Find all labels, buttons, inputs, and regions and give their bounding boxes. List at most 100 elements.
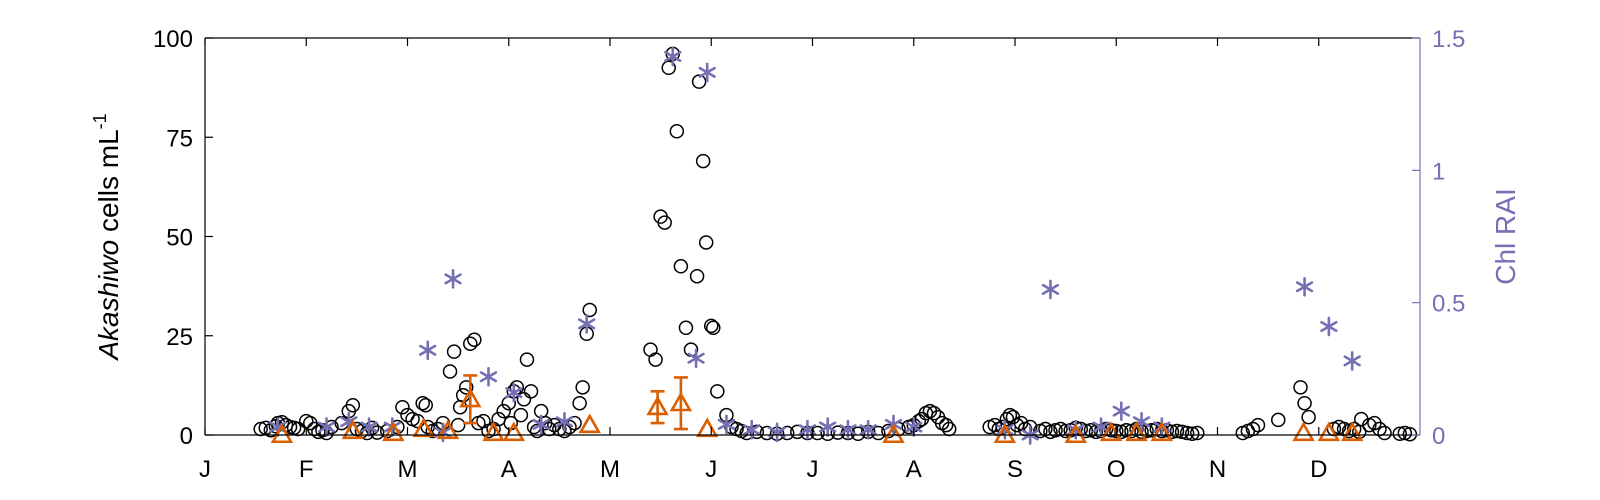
y2-tick-label: 1.5: [1432, 26, 1465, 53]
data-point-circle: [648, 352, 663, 367]
data-point-asterisk: [1041, 279, 1060, 300]
data-point-circle: [1048, 422, 1063, 438]
data-point-circle: [467, 332, 482, 347]
x-tick-label: N: [1209, 456, 1226, 483]
data-point-circle: [938, 417, 954, 433]
asterisk-stroke: [317, 421, 336, 433]
asterisk-stroke: [1041, 283, 1060, 295]
data-point-circle: [1179, 425, 1195, 441]
asterisk-stroke: [1295, 281, 1314, 293]
data-point-triangle: [1340, 421, 1364, 442]
data-point-triangle: [882, 423, 905, 444]
data-point-circle: [496, 403, 511, 419]
y2-tick-label: 0.5: [1432, 291, 1465, 318]
x-tick-label: S: [1007, 456, 1023, 483]
asterisk-stroke: [444, 273, 462, 285]
data-point-circle: [661, 60, 676, 76]
data-point-circle: [582, 302, 597, 318]
data-point-asterisk: [1112, 401, 1130, 421]
y-axis-title-unit: cells mL: [93, 129, 124, 239]
data-point-asterisk: [1320, 316, 1338, 337]
data-point-asterisk: [717, 414, 736, 435]
data-point-circle: [698, 235, 714, 250]
data-point-circle: [513, 407, 529, 423]
data-point-asterisk: [687, 348, 705, 369]
x-tick-label: J: [807, 456, 819, 483]
data-point-asterisk: [555, 411, 574, 432]
data-point-circle: [458, 380, 474, 395]
data-point-circle: [442, 364, 458, 379]
data-point-triangle: [482, 421, 505, 442]
data-point-circle: [1271, 412, 1286, 428]
y-tick-label: 0: [180, 423, 193, 450]
data-point-circle: [706, 320, 721, 336]
asterisk-stroke: [698, 66, 716, 78]
asterisk-stroke: [419, 344, 437, 356]
y2-tick-label: 0: [1432, 423, 1445, 450]
data-point-asterisk: [1092, 417, 1110, 437]
data-point-circle: [1301, 409, 1316, 425]
data-point-circle: [669, 124, 685, 139]
data-point-circle: [1002, 407, 1018, 423]
data-point-circle: [691, 74, 707, 89]
asterisk-stroke: [1153, 421, 1171, 433]
x-tick-label: J: [705, 456, 717, 483]
data-point-asterisk: [1153, 417, 1171, 437]
x-tick-label: D: [1310, 456, 1327, 483]
data-point-circle: [695, 153, 711, 169]
data-point-circle: [1293, 380, 1308, 395]
data-point-asterisk: [317, 417, 336, 437]
data-point-asterisk: [532, 414, 550, 435]
asterisk-stroke: [1092, 421, 1110, 433]
data-point-asterisk: [698, 62, 716, 83]
x-tick-label: A: [906, 456, 922, 483]
error-bar: [463, 374, 478, 425]
data-point-triangle: [436, 419, 460, 440]
data-point-asterisk: [1295, 276, 1314, 297]
asterisk-stroke: [505, 387, 523, 399]
asterisk-stroke: [664, 50, 682, 63]
data-point-circle: [1174, 424, 1190, 440]
asterisk-stroke: [360, 421, 378, 433]
data-point-triangle: [1317, 421, 1341, 442]
asterisk-stroke: [1343, 355, 1361, 367]
asterisk-stroke: [1112, 405, 1130, 417]
data-marks: [253, 46, 1418, 445]
data-point-circle: [1250, 417, 1266, 433]
data-point-circle: [1392, 426, 1407, 442]
data-point-circle: [1184, 426, 1200, 442]
data-point-asterisk: [1343, 351, 1361, 371]
data-point-asterisk: [578, 314, 596, 334]
data-point-circle: [1377, 425, 1392, 441]
data-point-circle: [450, 417, 466, 433]
data-point-circle: [704, 318, 719, 334]
y-tick-label: 25: [166, 324, 193, 351]
data-point-triangle: [1064, 423, 1087, 444]
data-point-circle: [678, 320, 694, 336]
asterisk-stroke: [839, 424, 857, 436]
data-point-circle: [850, 426, 866, 442]
data-point-circle: [1297, 395, 1312, 411]
x-tick-label: M: [600, 456, 620, 483]
data-point-circle: [523, 384, 539, 399]
y2-axis-title: Chl RAI: [1490, 188, 1521, 284]
data-point-circle: [643, 342, 658, 357]
data-point-triangle: [341, 419, 365, 440]
data-point-circle: [572, 395, 587, 411]
x-tick-label: J: [199, 456, 211, 483]
data-point-triangle: [382, 421, 405, 442]
asterisk-stroke: [479, 371, 498, 383]
data-point-circle: [519, 352, 535, 367]
data-point-triangle: [578, 413, 601, 434]
data-point-circle: [657, 215, 672, 230]
data-point-circle: [926, 405, 942, 421]
asterisk-stroke: [1132, 416, 1151, 428]
x-tick-label: F: [299, 456, 314, 483]
y-tick-label: 100: [153, 26, 193, 53]
data-point-triangle: [459, 387, 482, 408]
data-point-circle: [1169, 423, 1185, 439]
data-point-triangle: [1125, 421, 1148, 442]
data-point-circle: [987, 417, 1002, 433]
asterisk-stroke: [578, 318, 596, 330]
